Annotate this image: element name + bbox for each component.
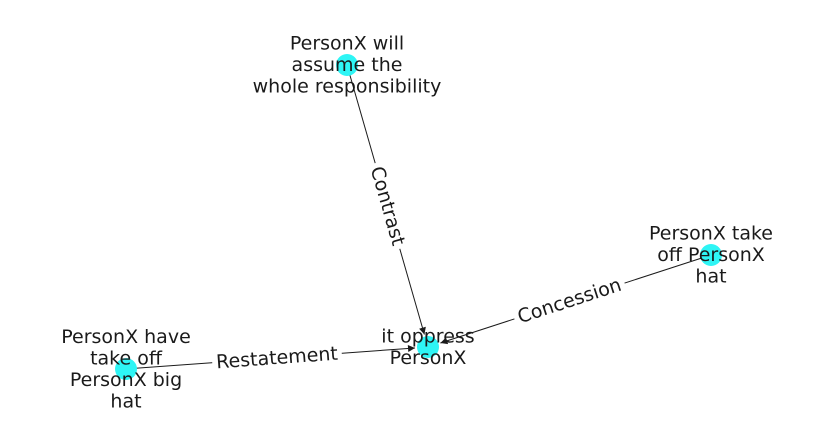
node-label-line: hat xyxy=(695,266,726,288)
node-label-top: PersonX will assume the whole responsibili… xyxy=(253,33,442,98)
node-label-line: whole responsibility xyxy=(253,76,442,98)
node-label-line: PersonX have xyxy=(61,326,191,348)
edge-label-contrast: Contrast xyxy=(366,164,410,248)
node-label-line: take off xyxy=(90,347,163,369)
node-center xyxy=(417,336,439,358)
node-label-line: off PersonX xyxy=(657,244,765,266)
node-label-left: PersonX have take off PersonX big hat xyxy=(61,326,191,413)
edge-label-group: Contrast xyxy=(363,159,412,253)
node-label-line: PersonX take xyxy=(649,223,773,245)
node-label-line: hat xyxy=(110,390,141,412)
edge-label-background xyxy=(510,271,629,331)
edge-label-background xyxy=(211,341,343,375)
edge-label-background xyxy=(363,159,412,253)
node-left xyxy=(115,358,137,380)
edge-label-restatement: Restatement xyxy=(215,343,338,374)
node-label-line: PersonX will xyxy=(290,33,404,55)
node-label-right: PersonX take off PersonX hat xyxy=(649,223,773,288)
node-right xyxy=(700,244,722,266)
node-top xyxy=(336,54,358,76)
node-label-line: PersonX xyxy=(390,347,467,369)
node-label-line: assume the xyxy=(292,54,403,76)
edge-label-group: Restatement xyxy=(211,341,343,375)
edge-label-group: Concession xyxy=(510,271,629,331)
node-label-line: PersonX big xyxy=(70,369,182,391)
node-label-line: it oppress xyxy=(381,325,474,347)
node-label-center: it oppress PersonX xyxy=(381,325,474,369)
